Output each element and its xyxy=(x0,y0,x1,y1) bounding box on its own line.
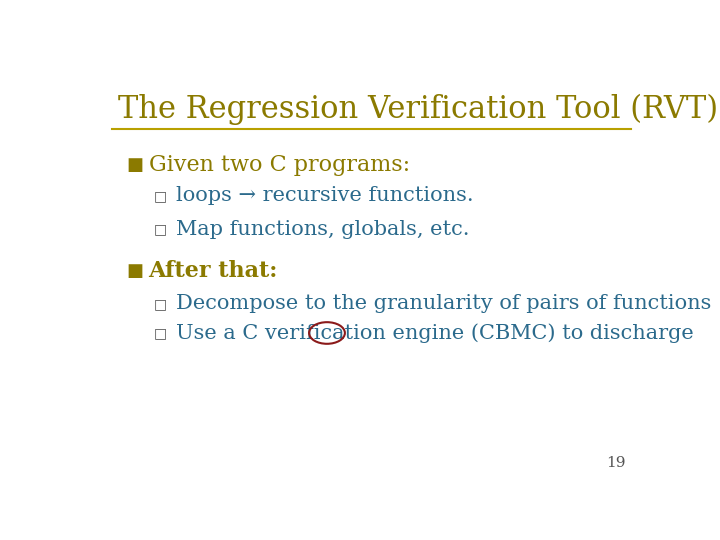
Text: The Regression Verification Tool (RVT): The Regression Verification Tool (RVT) xyxy=(118,94,718,125)
Text: Use a C verification engine (CBMC) to discharge: Use a C verification engine (CBMC) to di… xyxy=(176,323,694,343)
Text: □: □ xyxy=(154,326,167,340)
Text: □: □ xyxy=(154,297,167,311)
Text: □: □ xyxy=(154,189,167,203)
Text: After that:: After that: xyxy=(148,260,278,282)
Text: Given two C programs:: Given two C programs: xyxy=(148,153,410,176)
Text: ■: ■ xyxy=(126,261,143,280)
Text: loops → recursive functions.: loops → recursive functions. xyxy=(176,186,474,205)
Text: Decompose to the granularity of pairs of functions: Decompose to the granularity of pairs of… xyxy=(176,294,712,313)
Text: ■: ■ xyxy=(126,156,143,173)
Text: □: □ xyxy=(154,222,167,236)
Text: Map functions, globals, etc.: Map functions, globals, etc. xyxy=(176,220,470,239)
Text: 19: 19 xyxy=(606,456,626,470)
